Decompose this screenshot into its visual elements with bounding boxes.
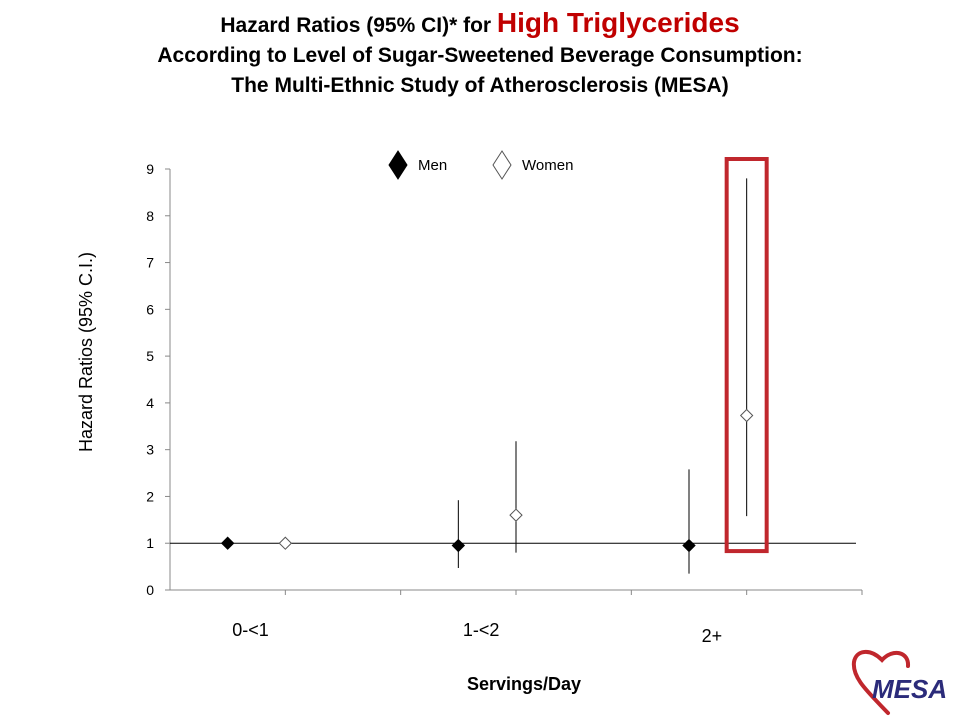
- y-tick-label: 3: [146, 442, 154, 458]
- x-category-label: 0-<1: [232, 620, 269, 640]
- mesa-logo-text: MESA: [872, 674, 947, 704]
- women-point: [739, 408, 754, 423]
- y-tick-label: 7: [146, 255, 154, 271]
- y-tick-label: 2: [146, 488, 154, 504]
- mesa-logo-heart: [851, 650, 910, 715]
- title-line-2: According to Level of Sugar-Sweetened Be…: [157, 44, 803, 67]
- y-tick-label: 0: [146, 582, 154, 598]
- axis-labels: Hazard Ratios (95% C.I.) Servings/Day: [76, 252, 581, 694]
- chart-title: Hazard Ratios (95% CI)* for High Triglyc…: [0, 8, 960, 101]
- women-point: [278, 536, 293, 550]
- y-axis-title: Hazard Ratios (95% C.I.): [76, 252, 96, 452]
- y-tick-label: 5: [146, 348, 154, 364]
- title-line-3: The Multi-Ethnic Study of Atherosclerosi…: [231, 74, 729, 97]
- x-axis-title: Servings/Day: [467, 674, 581, 694]
- title-highlight: High Triglycerides: [496, 7, 740, 38]
- legend-men-marker: [388, 150, 408, 180]
- chart-marks: [170, 157, 856, 574]
- title-prefix: Hazard Ratios (95% CI)* for: [220, 14, 497, 37]
- x-category-label: 1-<2: [463, 620, 500, 640]
- y-tick-label: 8: [146, 208, 154, 224]
- x-category-label: 2+: [702, 626, 723, 646]
- legend-men-label: Men: [418, 157, 447, 174]
- men-point: [220, 536, 235, 550]
- axes: 0 1 2 3 4 5 6 7 8 9 0-<1 1-<2 2+: [146, 161, 863, 646]
- legend: Men Women: [388, 150, 573, 180]
- y-tick-label: 1: [146, 535, 154, 551]
- legend-women-label: Women: [522, 157, 573, 174]
- legend-women-marker: [492, 150, 512, 180]
- mesa-logo: MESA: [851, 650, 947, 715]
- y-tick-label: 6: [146, 301, 154, 317]
- title-line-1: Hazard Ratios (95% CI)* for High Triglyc…: [0, 8, 960, 41]
- men-point: [682, 538, 696, 553]
- highlight-box: [724, 157, 769, 554]
- women-point: [509, 508, 523, 522]
- y-tick-label: 9: [146, 161, 154, 177]
- y-tick-label: 4: [146, 395, 154, 411]
- men-point: [451, 538, 466, 553]
